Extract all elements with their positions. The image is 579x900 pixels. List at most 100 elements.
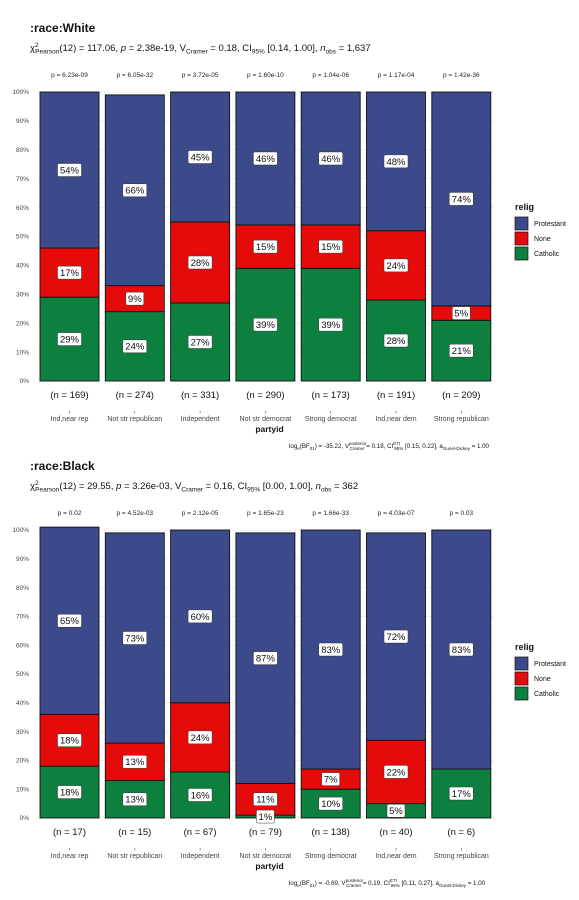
data-label-box xyxy=(318,239,343,254)
x-tick-label: Ind,near dem xyxy=(375,416,416,423)
data-label: 11% xyxy=(256,795,275,806)
data-label: 39% xyxy=(321,320,341,331)
data-label-box xyxy=(122,755,148,769)
data-label-box xyxy=(122,339,148,354)
x-tick-label: Ind,near rep xyxy=(51,416,89,423)
data-label-box xyxy=(57,733,82,747)
bar-segment-protestant xyxy=(431,529,492,770)
y-tick-label: 80% xyxy=(16,585,29,592)
data-label: 72% xyxy=(386,632,406,643)
data-label-box xyxy=(318,642,343,657)
x-tick-label: Strong republican xyxy=(434,416,489,423)
legend-label-protestant: Protestant xyxy=(534,661,566,668)
data-label-box xyxy=(253,239,278,254)
bar-segment-catholic xyxy=(431,768,492,819)
x-tick-label: Not str democrat xyxy=(240,416,292,423)
data-label-box xyxy=(57,332,82,346)
y-tick-label: 80% xyxy=(16,147,29,154)
x-tick-label: Strong republican xyxy=(434,853,489,860)
data-label: 18% xyxy=(60,787,80,798)
p-value-label: p = 0.02 xyxy=(58,510,82,517)
data-label: 24% xyxy=(386,261,406,272)
data-label-box xyxy=(383,258,409,273)
p-value-label: p = 6.23e-09 xyxy=(51,72,88,79)
p-value-label: p = 1.42e-36 xyxy=(443,72,480,79)
x-tick-label: Independent xyxy=(181,416,220,423)
data-label-box xyxy=(122,792,148,807)
data-label-box xyxy=(383,765,409,779)
x-tick-label: Independent xyxy=(181,853,220,860)
legend-swatch-protestant xyxy=(514,656,529,671)
data-label: 46% xyxy=(321,154,341,165)
data-label: 28% xyxy=(386,336,406,347)
data-label-box xyxy=(57,785,82,799)
data-label: 24% xyxy=(125,342,145,353)
data-label: 15% xyxy=(321,242,341,253)
x-tick-label: Not str democrat xyxy=(240,853,292,860)
data-label: 1% xyxy=(259,812,273,823)
y-tick-label: 60% xyxy=(16,642,29,649)
count-label: (n = 290) xyxy=(246,390,284,401)
data-label: 15% xyxy=(256,242,276,253)
y-tick-label: 70% xyxy=(16,176,29,183)
legend-title: relig xyxy=(515,202,534,212)
legend-label-protestant: Protestant xyxy=(534,221,566,228)
x-axis-title: partyid xyxy=(255,861,283,871)
x-tick-label: Not str republican xyxy=(107,416,162,423)
data-label-box xyxy=(452,306,471,320)
data-label-box xyxy=(383,154,409,169)
panel-subtitle: χ2 Pearson(12) = 29.55, p = 3.26e-03, VCr… xyxy=(30,480,358,494)
data-label: 17% xyxy=(60,268,80,279)
data-label-box xyxy=(318,151,343,166)
x-tick-label: Ind,near rep xyxy=(51,853,89,860)
data-label: 39% xyxy=(256,320,276,331)
data-label: 9% xyxy=(128,294,142,305)
data-label: 7% xyxy=(324,775,338,786)
data-label-box xyxy=(57,265,82,280)
p-value-label: p = 0.03 xyxy=(449,510,473,517)
legend-label-catholic: Catholic xyxy=(534,691,560,698)
legend-swatch-protestant xyxy=(514,216,529,231)
data-label-box xyxy=(383,629,409,644)
data-label: 24% xyxy=(191,733,211,744)
count-label: (n = 67) xyxy=(184,827,217,838)
y-tick-label: 40% xyxy=(16,263,29,270)
data-label-box xyxy=(187,730,213,745)
data-label-box xyxy=(57,613,82,628)
data-label-box xyxy=(187,335,213,349)
data-label-box xyxy=(122,631,148,645)
p-value-label: p = 2.12e-05 xyxy=(182,510,219,517)
data-label: 54% xyxy=(60,165,80,176)
legend-label-none: None xyxy=(534,676,551,683)
legend-label-catholic: Catholic xyxy=(534,251,560,258)
data-label-box xyxy=(187,609,213,624)
count-label: (n = 79) xyxy=(249,827,282,838)
panel-title: :race:White xyxy=(30,21,96,35)
data-label: 13% xyxy=(125,795,145,806)
y-tick-label: 30% xyxy=(16,729,29,736)
y-tick-label: 30% xyxy=(16,292,29,299)
p-value-label: p = 1.65e-23 xyxy=(247,510,284,517)
data-label: 87% xyxy=(256,654,276,665)
data-label-box xyxy=(256,809,275,824)
data-label-box xyxy=(187,150,213,164)
bar-segment-protestant xyxy=(39,91,100,249)
legend-swatch-catholic xyxy=(514,246,529,261)
panel-caption: loge(BF01) = -35.22, Vposterior Cramer = … xyxy=(289,441,490,451)
x-tick-label: Not str republican xyxy=(107,853,162,860)
y-tick-label: 90% xyxy=(16,118,29,125)
legend-swatch-none xyxy=(514,231,529,246)
data-label-box xyxy=(187,255,213,270)
count-label: (n = 169) xyxy=(50,390,88,401)
legend-title: relig xyxy=(515,642,534,652)
count-label: (n = 40) xyxy=(379,827,412,838)
data-label-box xyxy=(383,333,409,348)
x-tick-label: Strong democrat xyxy=(305,416,357,423)
legend-swatch-catholic xyxy=(514,686,529,701)
data-label-box xyxy=(449,786,474,801)
data-label: 83% xyxy=(321,645,341,656)
y-tick-label: 90% xyxy=(16,556,29,563)
data-label: 5% xyxy=(389,806,403,817)
count-label: (n = 209) xyxy=(442,390,480,401)
data-label: 28% xyxy=(191,258,211,269)
